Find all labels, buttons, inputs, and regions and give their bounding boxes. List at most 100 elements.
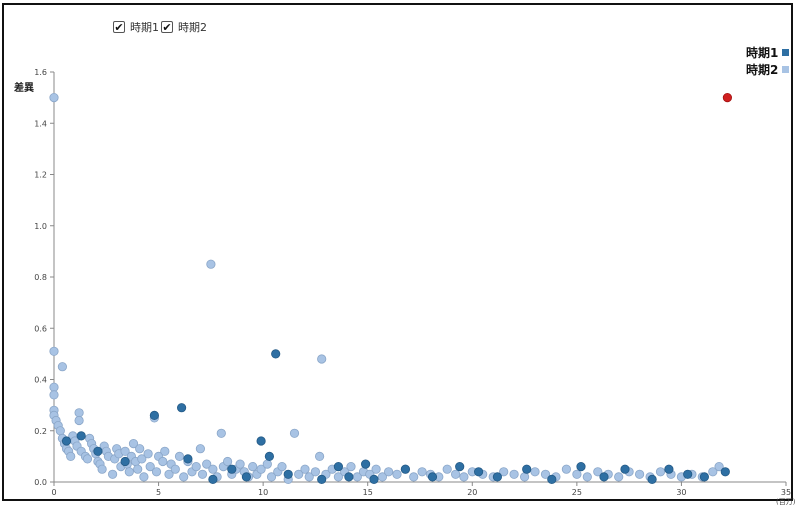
point-period2[interactable] — [135, 444, 145, 454]
point-period2[interactable] — [139, 472, 149, 482]
point-period2[interactable] — [55, 426, 65, 436]
point-period1[interactable] — [333, 461, 343, 472]
point-period1[interactable] — [400, 464, 410, 474]
point-period2[interactable] — [191, 461, 201, 472]
point-period2[interactable] — [519, 472, 530, 482]
point-period2[interactable] — [499, 467, 509, 477]
point-period2[interactable] — [371, 464, 381, 474]
point-period2[interactable] — [137, 454, 147, 464]
point-period2[interactable] — [383, 467, 394, 477]
point-period2[interactable] — [128, 438, 139, 449]
point-period2[interactable] — [304, 472, 314, 482]
point-period1[interactable] — [241, 472, 251, 482]
point-period2[interactable] — [289, 428, 300, 438]
point-period2[interactable] — [57, 362, 68, 372]
checkbox-period2[interactable]: ✔ — [161, 20, 173, 34]
point-period1[interactable] — [522, 464, 532, 474]
point-period2[interactable] — [174, 451, 185, 461]
point-period2[interactable] — [530, 467, 540, 477]
point-period2[interactable] — [582, 472, 592, 482]
point-period2[interactable] — [206, 259, 216, 269]
point-period2[interactable] — [256, 464, 266, 474]
point-period1[interactable] — [369, 474, 379, 484]
point-period2[interactable] — [614, 472, 624, 482]
point-period1[interactable] — [177, 403, 187, 413]
point-period2[interactable] — [202, 459, 212, 469]
point-period2[interactable] — [392, 469, 402, 479]
point-period2[interactable] — [409, 472, 419, 482]
point-period2[interactable] — [133, 464, 143, 474]
point-period1[interactable] — [183, 454, 193, 464]
point-period2[interactable] — [208, 464, 218, 474]
point-period2[interactable] — [377, 472, 387, 482]
point-period2[interactable] — [540, 469, 551, 479]
point-period1[interactable] — [61, 436, 72, 446]
point-period1[interactable] — [427, 472, 438, 482]
point-period2[interactable] — [108, 469, 118, 479]
point-period2[interactable] — [442, 464, 452, 474]
point-period2[interactable] — [49, 346, 59, 356]
point-period1[interactable] — [720, 467, 730, 477]
point-period2[interactable] — [158, 456, 168, 467]
point-period2[interactable] — [216, 428, 226, 438]
point-period2[interactable] — [145, 461, 155, 472]
point-period2[interactable] — [294, 469, 304, 479]
checkbox-period1[interactable]: ✔ — [113, 20, 125, 34]
point-period2[interactable] — [317, 354, 327, 364]
toggle-period1[interactable]: ✔ 時期1 — [113, 19, 159, 35]
point-period1[interactable] — [208, 474, 218, 484]
point-period1[interactable] — [317, 474, 327, 484]
point-period1[interactable] — [344, 472, 354, 482]
point-period2[interactable] — [346, 461, 356, 472]
point-period2[interactable] — [572, 469, 582, 479]
point-period1[interactable] — [455, 461, 465, 472]
point-period1[interactable] — [256, 436, 266, 446]
point-period2[interactable] — [49, 382, 59, 392]
point-period1[interactable] — [664, 464, 674, 474]
point-period1[interactable] — [76, 431, 86, 441]
point-period2[interactable] — [634, 469, 645, 479]
point-period2[interactable] — [593, 467, 603, 477]
point-period2[interactable] — [195, 444, 205, 454]
point-period1[interactable] — [360, 459, 371, 469]
point-period2[interactable] — [82, 454, 93, 464]
point-period2[interactable] — [160, 446, 170, 456]
point-period1[interactable] — [149, 410, 159, 420]
point-period2[interactable] — [314, 451, 325, 461]
point-period2[interactable] — [266, 472, 277, 482]
point-period1[interactable] — [473, 467, 484, 477]
point-period2[interactable] — [248, 461, 258, 472]
point-period2[interactable] — [277, 461, 287, 472]
point-period1[interactable] — [93, 446, 103, 456]
point-period2[interactable] — [509, 469, 519, 479]
point-period2[interactable] — [74, 415, 84, 426]
point-period2[interactable] — [310, 467, 320, 477]
point-period1[interactable] — [264, 451, 274, 461]
point-period1[interactable] — [227, 464, 237, 474]
point-period2[interactable] — [74, 408, 84, 418]
point-period1[interactable] — [576, 461, 586, 472]
point-period2[interactable] — [49, 93, 59, 103]
point-period1[interactable] — [120, 456, 130, 467]
point-period2[interactable] — [300, 464, 310, 474]
point-period2[interactable] — [262, 459, 272, 469]
point-period2[interactable] — [170, 464, 180, 474]
point-period2[interactable] — [223, 456, 233, 467]
point-period1[interactable] — [492, 472, 502, 482]
point-period1[interactable] — [547, 474, 557, 484]
point-period2[interactable] — [179, 472, 189, 482]
point-period2[interactable] — [459, 472, 469, 482]
point-period1[interactable] — [647, 474, 657, 484]
point-period2[interactable] — [333, 472, 343, 482]
point-period2[interactable] — [197, 469, 208, 479]
point-period1[interactable] — [683, 469, 693, 479]
point-period2[interactable] — [143, 449, 153, 459]
highlight-point[interactable] — [722, 93, 733, 103]
point-period2[interactable] — [655, 467, 666, 477]
point-period2[interactable] — [97, 464, 107, 474]
toggle-period2[interactable]: ✔ 時期2 — [161, 19, 207, 35]
point-period2[interactable] — [235, 459, 245, 469]
point-period1[interactable] — [699, 472, 710, 482]
point-period2[interactable] — [714, 461, 724, 472]
point-period1[interactable] — [271, 349, 281, 359]
